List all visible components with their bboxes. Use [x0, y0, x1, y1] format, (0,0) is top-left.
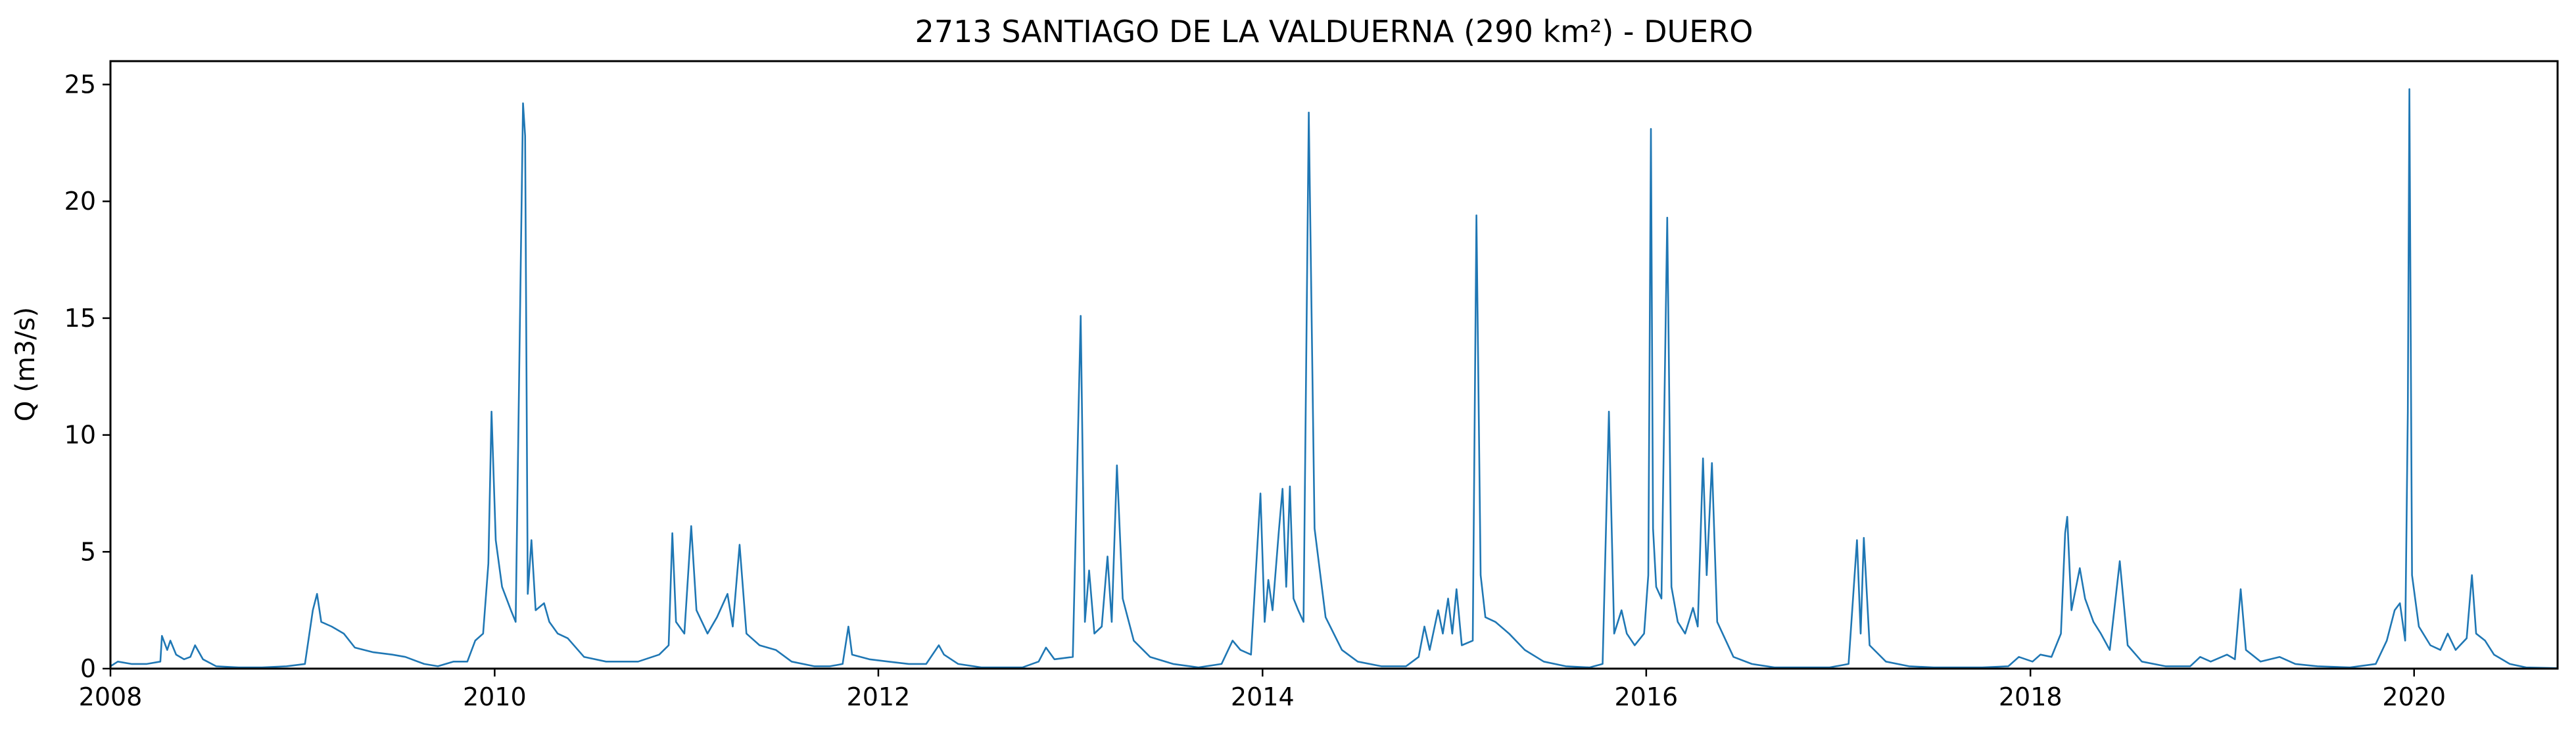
y-tick-label-25: 25: [64, 70, 96, 99]
x-tick-label-2014: 2014: [1231, 682, 1295, 711]
x-tick-label-2016: 2016: [1614, 682, 1678, 711]
series-line-0: [110, 88, 2558, 669]
y-tick-label-5: 5: [80, 537, 96, 566]
x-tick-label-2020: 2020: [2382, 682, 2446, 711]
y-axis-label: Q (m3/s): [11, 307, 41, 421]
x-tick-label-2008: 2008: [79, 682, 143, 711]
x-tick-label-2012: 2012: [847, 682, 911, 711]
chart-title: 2713 SANTIAGO DE LA VALDUERNA (290 km²) …: [915, 14, 1753, 49]
plot-frame: [109, 60, 2559, 670]
x-tick-label-2010: 2010: [463, 682, 527, 711]
plot-area: 2008 2010 2012 2014 2016 2018 2020 0 5 10 15 20 25: [64, 70, 2558, 711]
y-tick-label-15: 15: [64, 304, 96, 333]
y-tick-label-10: 10: [64, 421, 96, 450]
x-tick-label-2018: 2018: [1999, 682, 2063, 711]
y-tick-label-0: 0: [80, 654, 96, 683]
y-tick-label-20: 20: [64, 187, 96, 216]
